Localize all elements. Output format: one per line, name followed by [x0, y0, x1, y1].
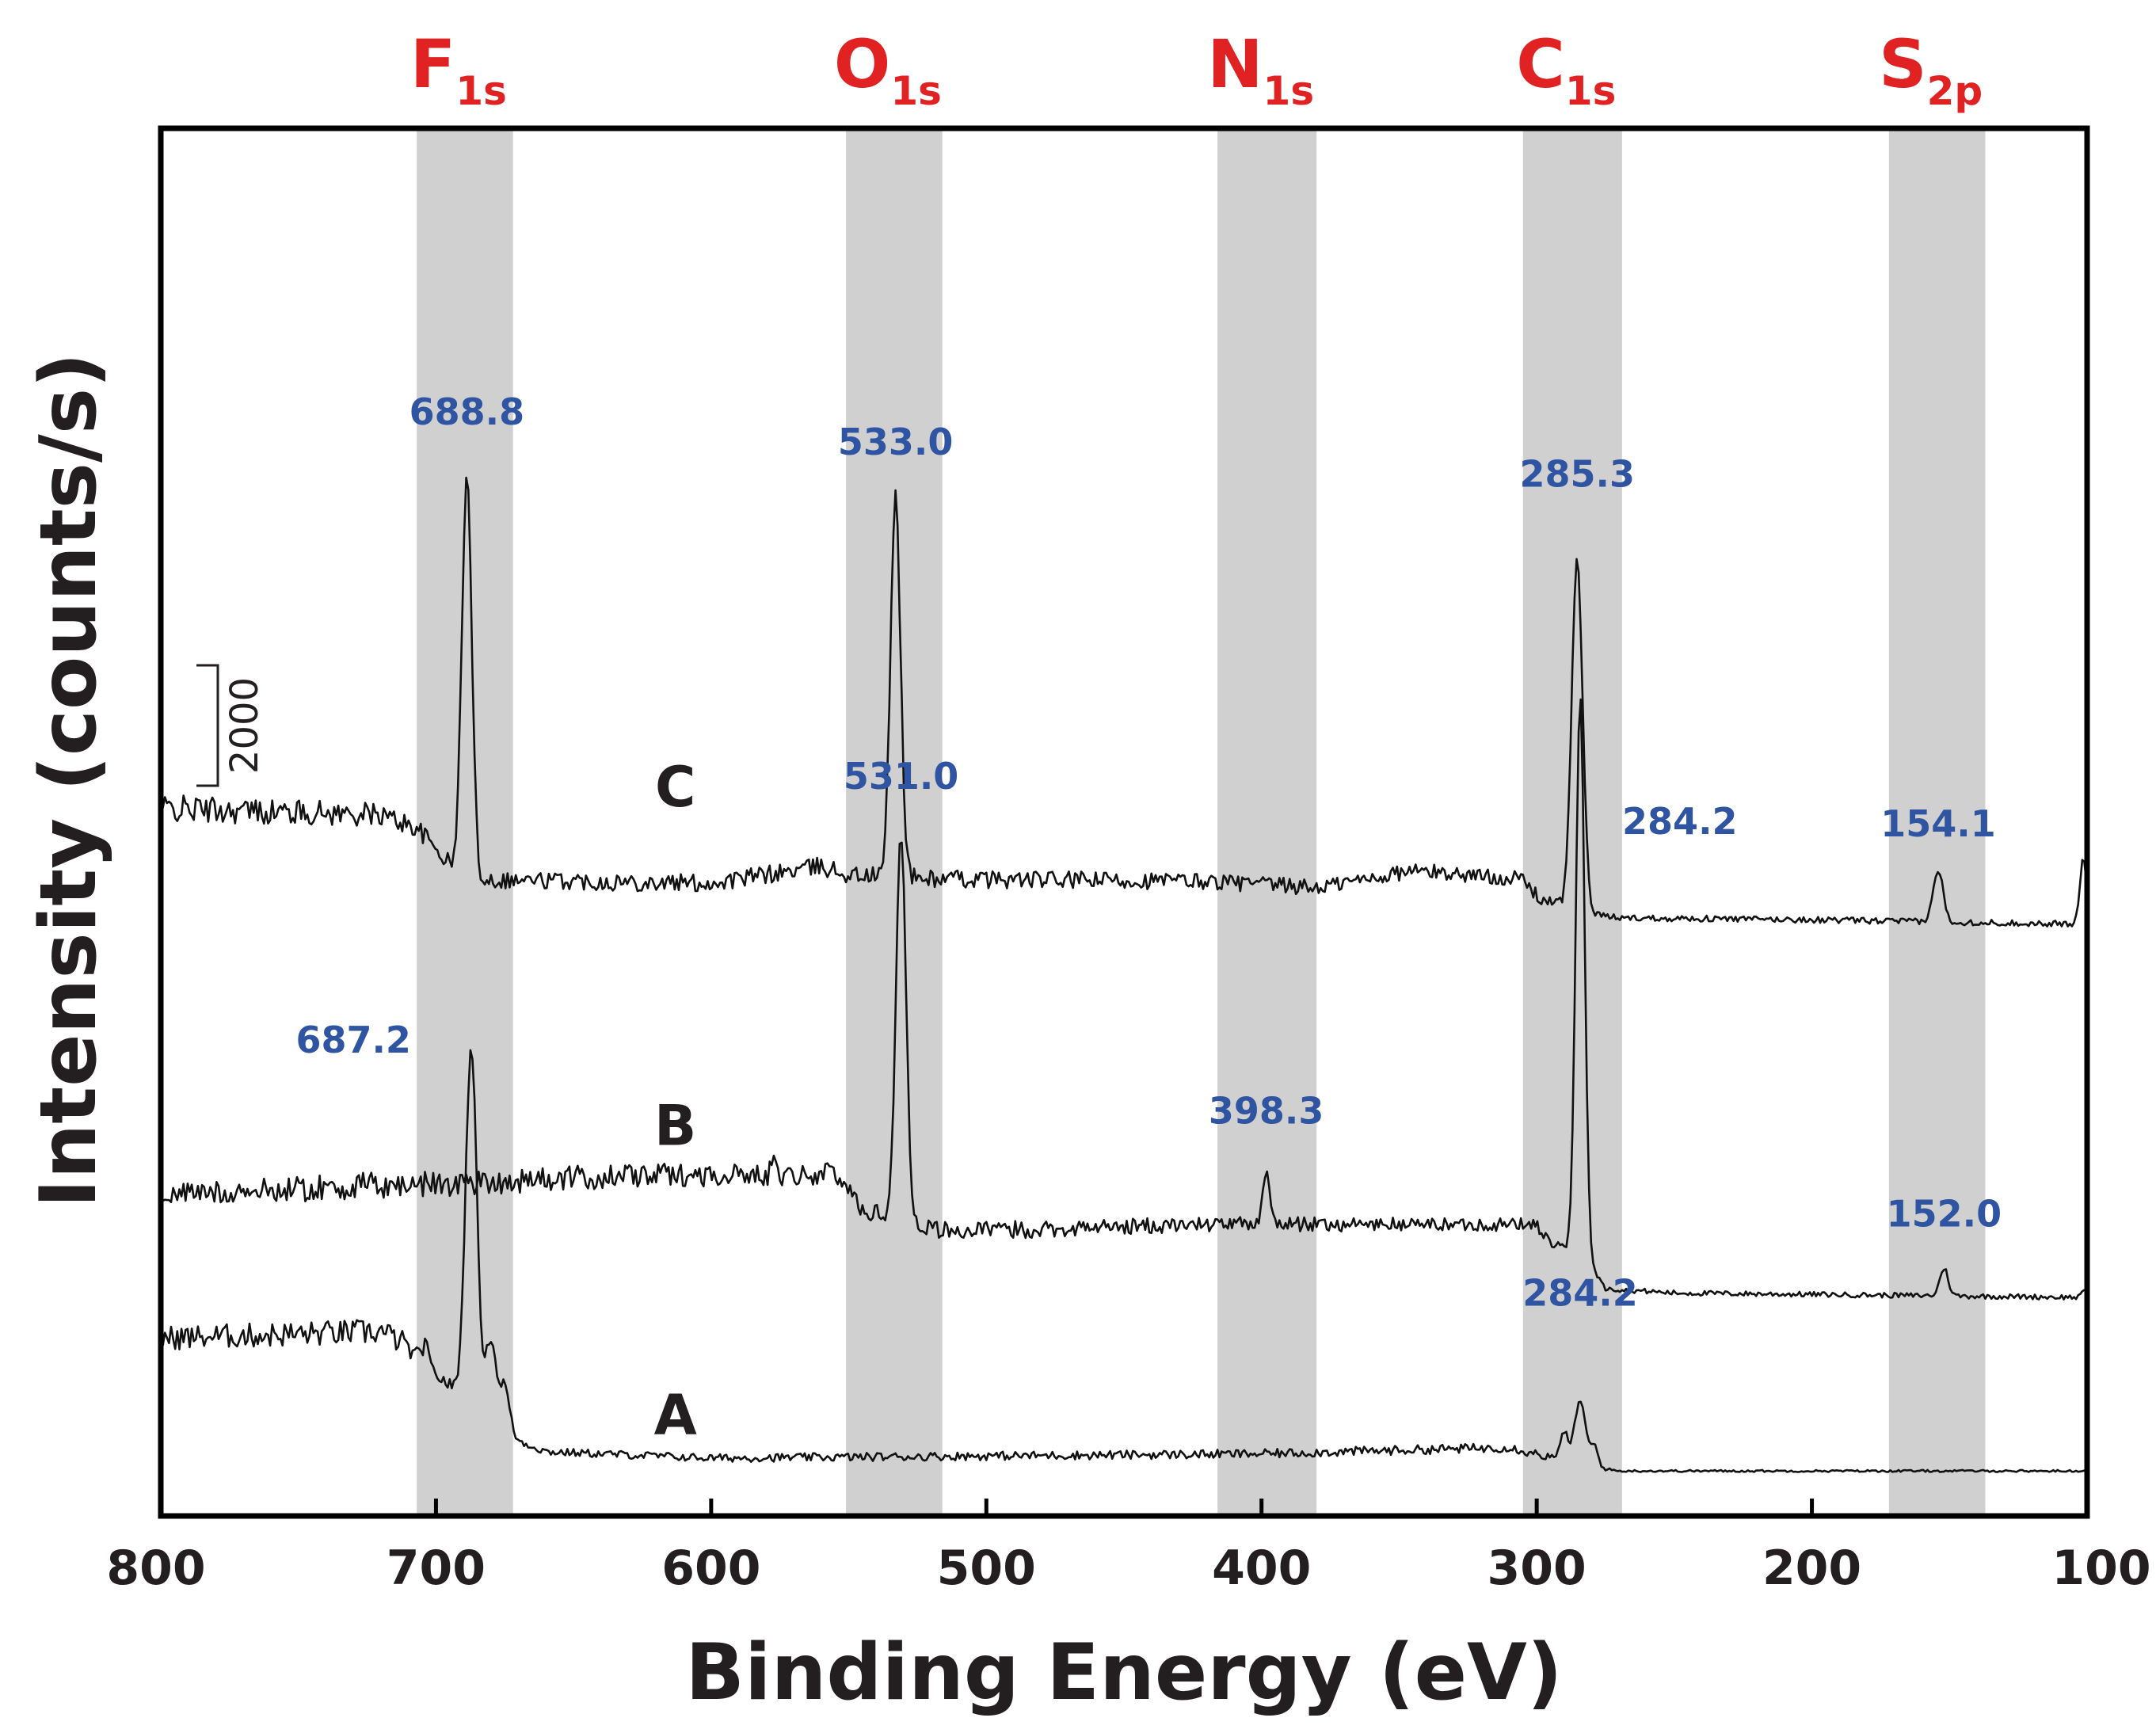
peak-label: 688.8	[409, 390, 525, 433]
region-band-f	[417, 128, 513, 1516]
peak-label: 285.3	[1519, 452, 1635, 495]
spectrum-traces	[159, 476, 2088, 1473]
trace-label-a: A	[654, 1383, 697, 1448]
trace-a	[159, 1049, 2087, 1473]
x-tick-label: 600	[661, 1541, 760, 1596]
scale-bar-line	[196, 664, 219, 787]
region-band-c	[1522, 128, 1622, 1516]
x-tick-label: 500	[937, 1541, 1036, 1596]
region-bands	[417, 128, 1986, 1516]
peak-label: 398.3	[1209, 1090, 1324, 1133]
region-band-o	[846, 128, 943, 1516]
trace-label-b: B	[654, 1094, 696, 1159]
region-band-n	[1217, 128, 1317, 1516]
peak-label: 284.2	[1522, 1272, 1638, 1315]
region-label-f: F1s	[410, 25, 507, 114]
x-axis-ticks: 800 700 600 500 400 300 200 100	[106, 1499, 2151, 1596]
x-tick-label: 800	[106, 1541, 205, 1596]
x-tick-label: 400	[1212, 1541, 1311, 1596]
peak-label: 154.1	[1880, 802, 1996, 845]
peak-label: 687.2	[295, 1019, 411, 1061]
region-label-c: C1s	[1516, 25, 1616, 114]
x-tick-label: 100	[2051, 1541, 2150, 1596]
peak-labels: 688.8 533.0 285.3 154.1 531.0 284.2 398.3 152.0…	[295, 390, 2002, 1315]
trace-labels: C B A	[654, 755, 697, 1448]
trace-c	[160, 476, 2088, 927]
peak-label: 284.2	[1622, 800, 1738, 843]
plot-frame	[158, 125, 2090, 1519]
trace-b	[159, 698, 2087, 1301]
x-tick-label: 300	[1487, 1541, 1587, 1596]
peak-label: 152.0	[1887, 1193, 2002, 1236]
region-label-s: S2p	[1879, 25, 1983, 114]
scale-bar: 2000	[196, 664, 267, 787]
trace-label-c: C	[655, 755, 695, 820]
y-axis-title: Intensity (counts/s)	[24, 352, 114, 1208]
peak-label: 531.0	[844, 755, 959, 798]
peak-label: 533.0	[838, 421, 954, 463]
region-labels: F1s O1s N1s C1s S2p	[410, 25, 1983, 114]
x-tick-label: 700	[387, 1541, 486, 1596]
scale-bar-label: 2000	[223, 677, 267, 774]
region-label-o: O1s	[834, 25, 942, 114]
x-tick-label: 200	[1762, 1541, 1861, 1596]
region-label-n: N1s	[1207, 25, 1314, 114]
x-axis-title: Binding Energy (eV)	[685, 1628, 1562, 1718]
